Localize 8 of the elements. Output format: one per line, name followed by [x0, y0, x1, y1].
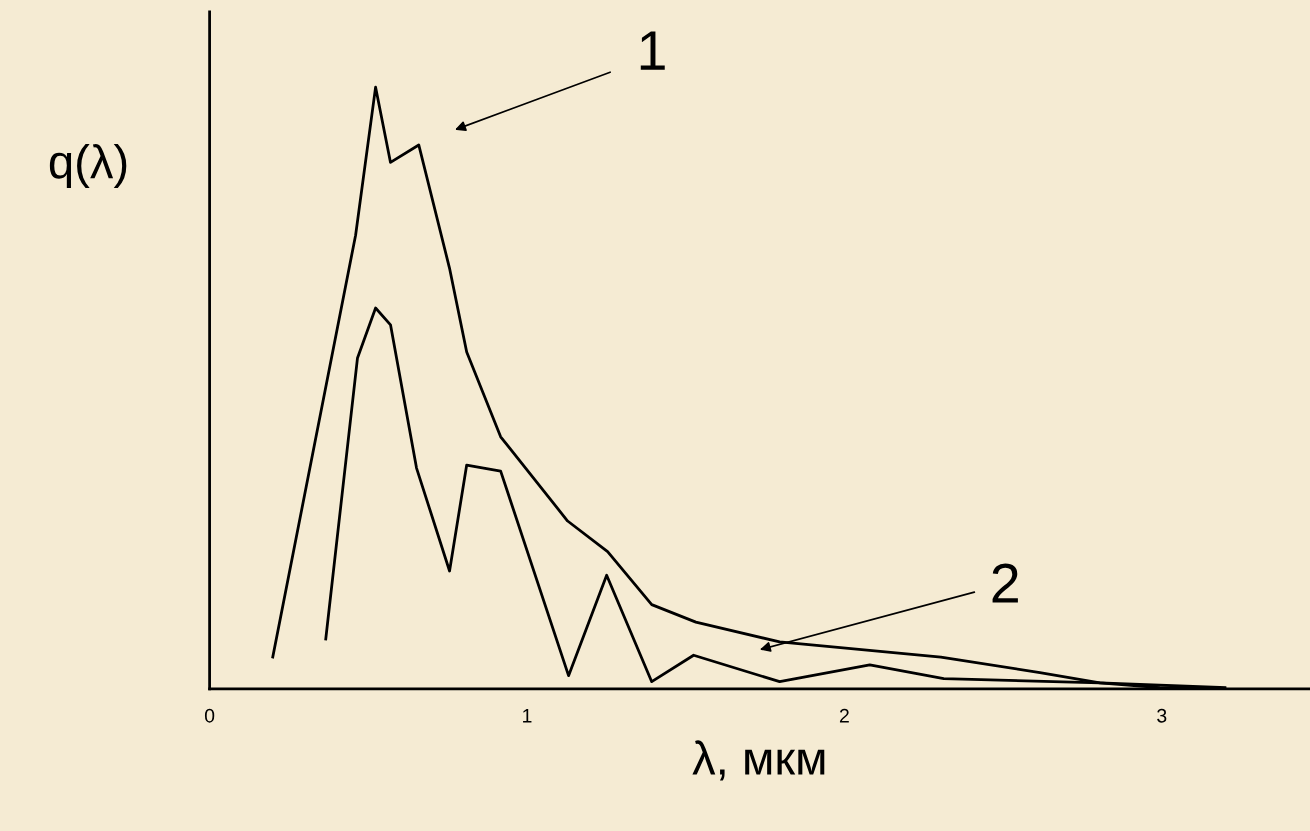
x-tick-label: 0 — [204, 708, 215, 723]
annotation: 2 — [992, 563, 1018, 603]
y-axis-title: q(λ) — [49, 143, 127, 188]
x-tick-label: 1 — [523, 709, 532, 723]
text: 1 — [640, 31, 665, 70]
x-axis-title: λ, мкм — [692, 740, 825, 781]
x-tick-label: 3 — [1157, 708, 1167, 723]
x-tick-label: 2 — [839, 708, 849, 723]
